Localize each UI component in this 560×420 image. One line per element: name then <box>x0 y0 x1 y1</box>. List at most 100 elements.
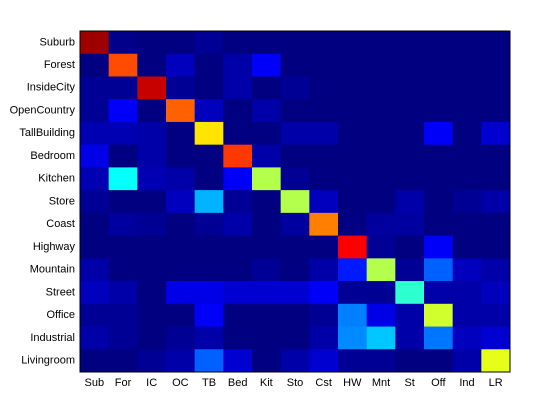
cell <box>424 167 454 191</box>
cell <box>137 167 167 191</box>
cell <box>223 235 253 259</box>
y-tick-label: InsideCity <box>27 82 76 94</box>
y-tick-label: Suburb <box>40 36 75 48</box>
cell <box>424 31 454 55</box>
cell <box>280 53 310 77</box>
cell <box>194 190 224 214</box>
cell <box>280 167 310 191</box>
cell <box>424 326 454 350</box>
cell <box>481 349 511 373</box>
cell <box>309 31 339 55</box>
cell <box>452 235 482 259</box>
cell <box>166 281 196 305</box>
cell <box>366 303 396 328</box>
cell <box>309 144 339 168</box>
x-tick-label: Bed <box>228 377 248 389</box>
cell <box>80 144 110 168</box>
cell <box>481 258 511 282</box>
cell <box>280 76 310 100</box>
cell <box>452 76 482 100</box>
cell <box>424 76 454 100</box>
cell <box>80 212 110 237</box>
cell <box>452 144 482 168</box>
cell <box>80 99 110 123</box>
cell <box>80 121 110 146</box>
cell <box>252 212 282 237</box>
y-tick-label: Office <box>46 309 75 321</box>
x-tick-label: Kit <box>260 377 273 389</box>
cell <box>481 53 511 77</box>
cell <box>309 53 339 77</box>
y-tick-label: Street <box>46 286 75 298</box>
cell <box>309 303 339 328</box>
cell <box>108 190 138 214</box>
cell <box>280 349 310 373</box>
y-tick-label: Highway <box>33 241 76 253</box>
cell <box>481 281 511 305</box>
cell <box>338 190 368 214</box>
cell <box>424 144 454 168</box>
cell <box>252 167 282 191</box>
cell <box>366 144 396 168</box>
cell <box>194 99 224 123</box>
cell <box>137 76 167 100</box>
cell <box>481 121 511 146</box>
cell <box>395 349 425 373</box>
cell <box>395 121 425 146</box>
cell <box>309 349 339 373</box>
cell <box>338 326 368 350</box>
cell <box>108 326 138 350</box>
cell <box>452 121 482 146</box>
cell <box>280 258 310 282</box>
cell <box>166 212 196 237</box>
cell <box>166 258 196 282</box>
cell <box>194 326 224 350</box>
cell <box>108 258 138 282</box>
cell <box>481 190 511 214</box>
cell <box>166 53 196 77</box>
y-tick-label: Industrial <box>30 332 75 344</box>
y-tick-label: OpenCountry <box>10 104 76 116</box>
cell <box>395 53 425 77</box>
cell <box>366 167 396 191</box>
cell <box>280 281 310 305</box>
cell <box>280 31 310 55</box>
y-tick-label: Kitchen <box>38 173 75 185</box>
cell <box>194 281 224 305</box>
cell <box>137 258 167 282</box>
cell <box>223 326 253 350</box>
cell <box>108 99 138 123</box>
cell <box>108 281 138 305</box>
cell <box>366 258 396 282</box>
cell <box>366 349 396 373</box>
cell <box>366 99 396 123</box>
cell <box>395 303 425 328</box>
x-tick-label: Sub <box>85 377 105 389</box>
cell <box>338 258 368 282</box>
cell <box>338 76 368 100</box>
cell <box>366 190 396 214</box>
cell <box>452 303 482 328</box>
cell <box>481 144 511 168</box>
cell <box>194 258 224 282</box>
cell <box>223 303 253 328</box>
cell <box>80 53 110 77</box>
cell <box>309 212 339 237</box>
cell <box>338 121 368 146</box>
cell <box>108 121 138 146</box>
cell <box>395 212 425 237</box>
cell <box>252 144 282 168</box>
cell <box>223 167 253 191</box>
cell <box>481 303 511 328</box>
cell <box>166 349 196 373</box>
cell <box>395 144 425 168</box>
cell <box>395 235 425 259</box>
cell <box>137 212 167 237</box>
cell <box>452 190 482 214</box>
cell <box>338 212 368 237</box>
cell <box>280 235 310 259</box>
cell <box>366 326 396 350</box>
cell <box>80 349 110 373</box>
cell <box>108 76 138 100</box>
